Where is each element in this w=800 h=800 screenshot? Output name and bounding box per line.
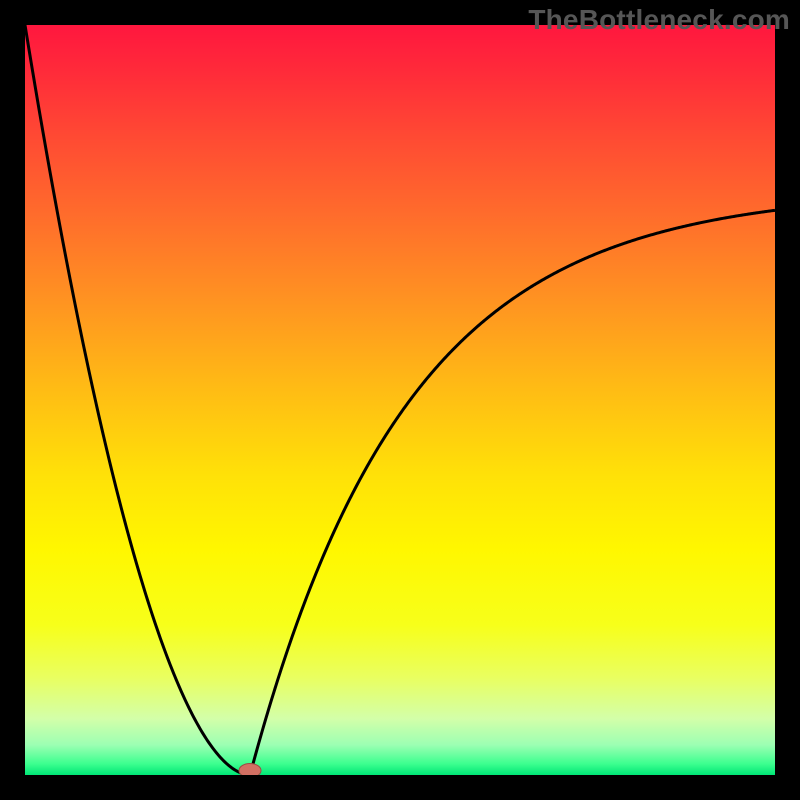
- watermark-text: TheBottleneck.com: [528, 4, 790, 36]
- chart-container: TheBottleneck.com: [0, 0, 800, 800]
- bottleneck-chart: [0, 0, 800, 800]
- plot-background: [25, 25, 775, 775]
